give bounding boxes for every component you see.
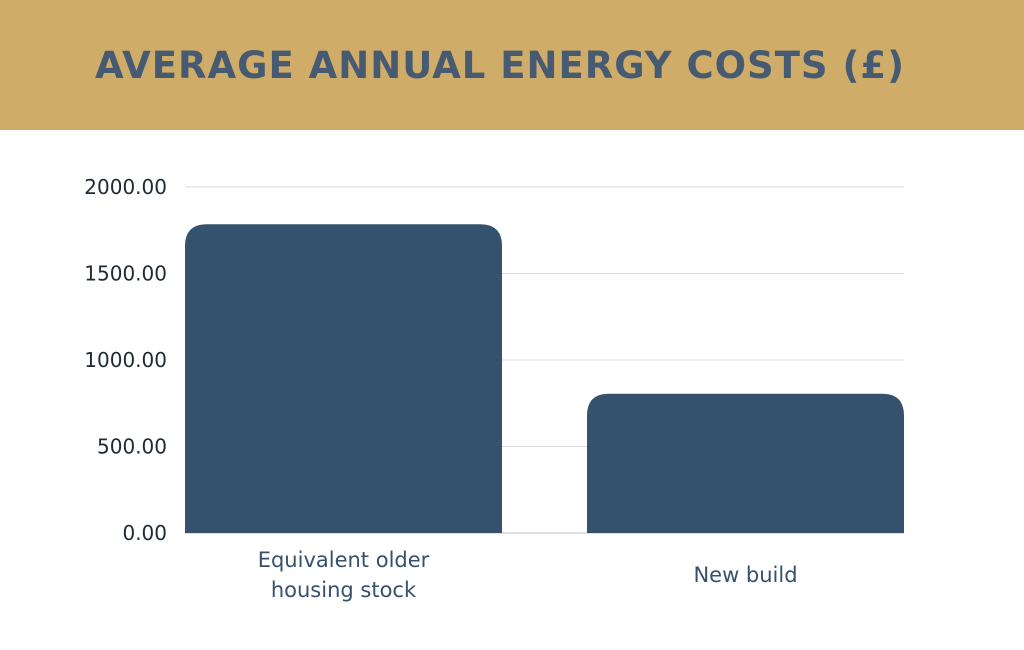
x-category-label: housing stock xyxy=(271,578,417,602)
y-tick-label: 500.00 xyxy=(97,435,167,459)
x-axis-labels: Equivalent older housing stock New build xyxy=(258,548,798,602)
bar-0 xyxy=(185,224,502,533)
y-tick-label: 1000.00 xyxy=(84,348,167,372)
bars xyxy=(185,224,904,533)
y-tick-label: 0.00 xyxy=(122,521,167,545)
y-tick-label: 2000.00 xyxy=(84,175,167,199)
x-category-label: New build xyxy=(693,563,797,587)
y-axis-ticks: 0.00 500.00 1000.00 1500.00 2000.00 xyxy=(84,175,167,545)
y-tick-label: 1500.00 xyxy=(84,262,167,286)
chart-title: AVERAGE ANNUAL ENERGY COSTS (£) xyxy=(94,43,906,87)
title-banner xyxy=(0,0,1024,130)
bar-1 xyxy=(587,393,904,533)
x-category-label: Equivalent older xyxy=(258,548,430,572)
